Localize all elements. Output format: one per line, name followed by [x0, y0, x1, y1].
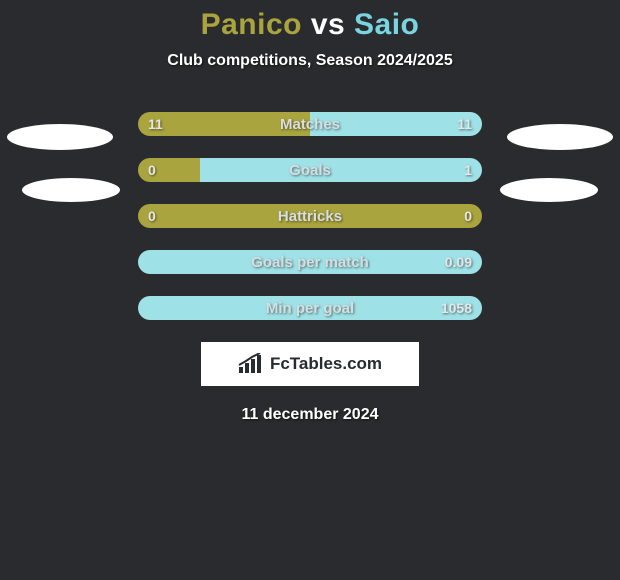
- source-logo: FcTables.com: [201, 342, 419, 386]
- stat-row: 1058Min per goal: [138, 296, 482, 320]
- player2-name: Saio: [354, 8, 419, 41]
- stat-row: 01Goals: [138, 158, 482, 182]
- stat-row: 00Hattricks: [138, 204, 482, 228]
- date-label: 11 december 2024: [0, 406, 620, 424]
- vs-label: vs: [311, 8, 345, 41]
- player2-badge-1: [507, 124, 613, 150]
- stat-row: 1111Matches: [138, 112, 482, 136]
- bar-left: [138, 204, 482, 228]
- bar-right: [310, 112, 482, 136]
- player1-badge-2: [22, 178, 120, 202]
- bar-right: [200, 158, 482, 182]
- title: Panico vs Saio: [0, 8, 620, 42]
- stat-row: 0.09Goals per match: [138, 250, 482, 274]
- player1-name: Panico: [201, 8, 302, 41]
- comparison-card: Panico vs Saio Club competitions, Season…: [0, 0, 620, 424]
- bar-right: [138, 250, 482, 274]
- bar-left: [138, 158, 200, 182]
- player2-badge-2: [500, 178, 598, 202]
- stat-bars: 1111Matches 01Goals 00Hattricks 0.09Goals p…: [138, 112, 482, 320]
- bar-right: [138, 296, 482, 320]
- bar-left: [138, 112, 310, 136]
- subtitle: Club competitions, Season 2024/2025: [0, 52, 620, 70]
- source-logo-text: FcTables.com: [270, 354, 382, 374]
- bar-chart-icon: [238, 353, 264, 375]
- player1-badge-1: [7, 124, 113, 150]
